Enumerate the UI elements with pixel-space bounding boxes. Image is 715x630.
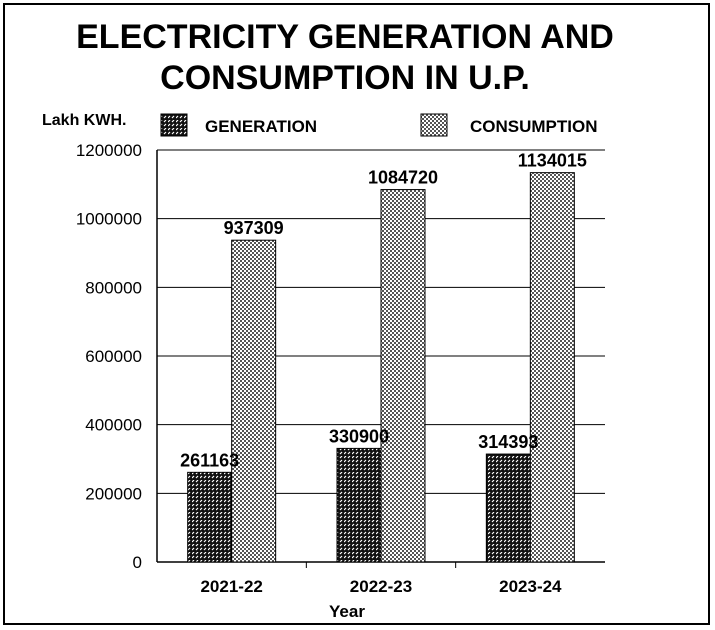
chart-title-line-1: ELECTRICITY GENERATION AND — [76, 18, 614, 56]
x-tick-label: 2021-22 — [200, 577, 262, 596]
legend-label-consumption: CONSUMPTION — [470, 117, 598, 136]
data-label-generation: 330900 — [329, 426, 389, 446]
legend-label-generation: GENERATION — [205, 117, 317, 136]
x-tick-label: 2022-23 — [350, 577, 412, 596]
legend-swatch-generation — [160, 113, 188, 137]
chart-title-line-2: CONSUMPTION IN U.P. — [160, 59, 530, 97]
y-tick-label: 1200000 — [76, 141, 142, 160]
data-label-consumption: 1134015 — [518, 151, 587, 171]
x-tick-label: 2023-24 — [499, 577, 562, 596]
x-axis-label: Year — [329, 602, 365, 621]
bar-generation-2023-24 — [485, 453, 531, 563]
y-tick-label: 200000 — [85, 484, 142, 503]
data-label-consumption: 937309 — [224, 218, 284, 238]
legend-swatch-consumption — [420, 113, 448, 137]
bars-layer — [187, 172, 575, 563]
data-label-generation: 314393 — [478, 432, 538, 452]
labels-layer: 0 200000 400000 600000 800000 1000000 1200000 2… — [76, 141, 587, 596]
y-tick-label: 0 — [133, 553, 142, 572]
y-axis-label: Lakh KWH. — [42, 112, 126, 129]
y-tick-label: 600000 — [85, 347, 142, 366]
data-label-generation: 261163 — [180, 450, 239, 470]
bar-consumption-2022-23 — [380, 189, 426, 563]
bar-generation-2022-23 — [336, 447, 382, 563]
data-label-consumption: 1084720 — [368, 168, 438, 188]
bar-consumption-2023-24 — [529, 172, 575, 563]
y-tick-label: 800000 — [85, 278, 142, 297]
y-tick-label: 1000000 — [76, 210, 142, 229]
bar-generation-2021-22 — [187, 471, 233, 563]
y-tick-label: 400000 — [85, 416, 142, 435]
bar-consumption-2021-22 — [231, 239, 277, 563]
